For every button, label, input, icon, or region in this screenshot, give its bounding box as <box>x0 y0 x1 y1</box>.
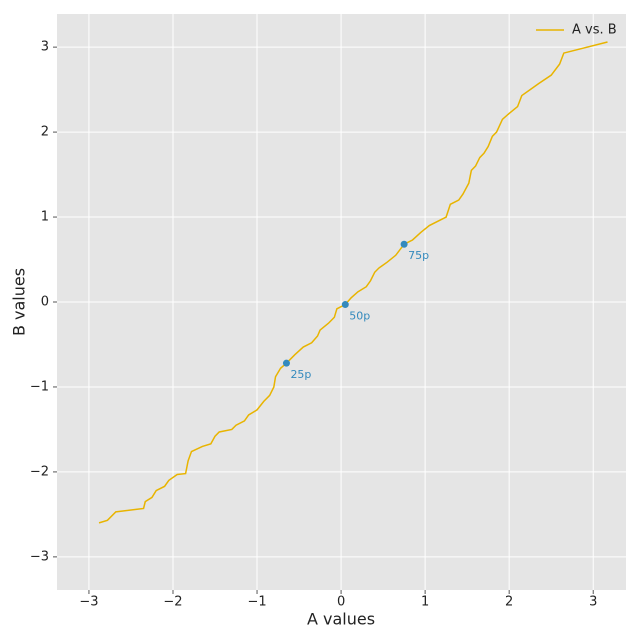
y-tick-label: 1 <box>41 210 49 225</box>
y-tick-label: −2 <box>30 464 49 479</box>
legend-label: A vs. B <box>572 23 617 38</box>
quantile-label: 75p <box>408 249 429 262</box>
data-line <box>98 41 608 524</box>
quantile-point <box>341 301 349 309</box>
y-tick-label: −1 <box>30 379 49 394</box>
x-tick-label: 1 <box>421 595 429 610</box>
x-tick-label: 0 <box>337 595 345 610</box>
y-axis-label: B values <box>10 268 29 336</box>
quantile-label: 25p <box>290 368 311 381</box>
x-tick-label: 3 <box>589 595 597 610</box>
x-axis-label: A values <box>307 610 375 629</box>
y-tick-label: −3 <box>30 549 49 564</box>
quantile-point <box>400 240 408 248</box>
quantile-point <box>282 359 290 367</box>
y-tick-label: 3 <box>41 40 49 55</box>
y-tick-label: 2 <box>41 125 49 140</box>
quantile-label: 50p <box>349 310 370 323</box>
x-tick-label: −2 <box>163 595 182 610</box>
x-tick-label: −1 <box>247 595 266 610</box>
y-tick-label: 0 <box>41 295 49 310</box>
x-tick-label: 2 <box>505 595 513 610</box>
x-tick-label: −3 <box>79 595 98 610</box>
